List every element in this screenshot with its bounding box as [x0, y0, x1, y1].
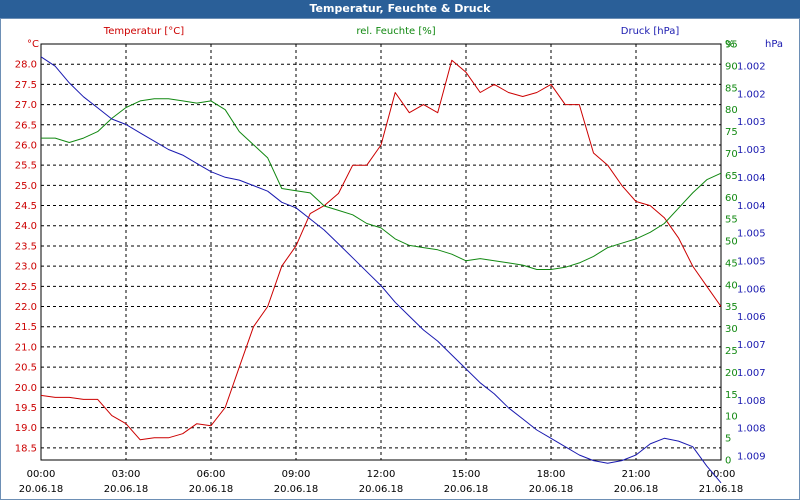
temp-series-header: Temperatur [°C]: [103, 26, 184, 37]
humidity-unit-label: %: [725, 39, 735, 50]
humidity-tick-label: 25: [725, 346, 738, 357]
series-line-left: [40, 59, 722, 441]
temp-tick-label: 22.0: [15, 302, 37, 313]
pressure-series-header: Druck [hPa]: [621, 26, 680, 37]
humidity-tick-label: 20: [725, 368, 738, 379]
temp-tick-label: 27.0: [15, 100, 37, 111]
temp-tick-label: 23.0: [15, 262, 37, 273]
pressure-tick-label: 1.006: [737, 284, 766, 295]
humidity-tick-label: 65: [725, 171, 738, 182]
temp-tick-label: 21.0: [15, 342, 37, 353]
pressure-tick-label: 1.005: [737, 257, 766, 268]
temp-tick-label: 19.5: [15, 403, 37, 414]
x-tick-time: 00:00: [707, 469, 736, 480]
temp-tick-label: 18.5: [15, 443, 37, 454]
pressure-tick-label: 1.003: [737, 117, 766, 128]
humidity-tick-label: 55: [725, 215, 738, 226]
x-tick-date: 20.06.18: [444, 484, 489, 495]
pressure-tick-label: 1.009: [737, 452, 766, 463]
temp-tick-label: 27.5: [15, 80, 37, 91]
humidity-tick-label: 85: [725, 83, 738, 94]
pressure-tick-label: 1.005: [737, 229, 766, 240]
pressure-tick-label: 1.004: [737, 201, 766, 212]
temp-tick-label: 24.0: [15, 221, 37, 232]
humidity-tick-label: 70: [725, 149, 738, 160]
x-tick-time: 12:00: [367, 469, 396, 480]
temp-tick-label: 20.0: [15, 383, 37, 394]
humidity-tick-label: 45: [725, 258, 738, 269]
humidity-tick-label: 40: [725, 280, 738, 291]
humidity-tick-label: 10: [725, 412, 738, 423]
humidity-tick-label: 60: [725, 193, 738, 204]
pressure-tick-label: 1.003: [737, 145, 766, 156]
x-tick-date: 21.06.18: [699, 484, 744, 495]
x-tick-date: 20.06.18: [529, 484, 574, 495]
x-tick-date: 20.06.18: [19, 484, 64, 495]
temp-tick-label: 22.5: [15, 282, 37, 293]
x-tick-time: 03:00: [112, 469, 141, 480]
humidity-tick-label: 90: [725, 61, 738, 72]
x-tick-date: 20.06.18: [359, 484, 404, 495]
pressure-tick-label: 1.008: [737, 424, 766, 435]
pressure-tick-label: 1.008: [737, 396, 766, 407]
x-tick-date: 20.06.18: [274, 484, 319, 495]
humidity-tick-label: 0: [725, 456, 731, 467]
plot-area: [40, 43, 722, 461]
temp-tick-label: 21.5: [15, 322, 37, 333]
temp-tick-label: 25.5: [15, 161, 37, 172]
humidity-tick-label: 5: [725, 434, 731, 445]
pressure-tick-label: 1.007: [737, 340, 766, 351]
humidity-series-header: rel. Feuchte [%]: [356, 26, 435, 37]
pressure-tick-label: 1.007: [737, 368, 766, 379]
humidity-tick-label: 15: [725, 390, 738, 401]
x-tick-date: 20.06.18: [614, 484, 659, 495]
pressure-tick-label: 1.006: [737, 312, 766, 323]
x-tick-time: 21:00: [622, 469, 651, 480]
temp-unit-label: °C: [27, 39, 39, 50]
x-tick-time: 00:00: [27, 469, 56, 480]
humidity-tick-label: 30: [725, 324, 738, 335]
pressure-tick-label: 1.002: [737, 89, 766, 100]
x-tick-time: 09:00: [282, 469, 311, 480]
x-tick-date: 20.06.18: [104, 484, 149, 495]
series-line-middle: [41, 98, 722, 270]
temp-tick-label: 25.0: [15, 181, 37, 192]
temp-tick-label: 26.5: [15, 120, 37, 131]
humidity-tick-label: 35: [725, 302, 738, 313]
x-tick-time: 06:00: [197, 469, 226, 480]
temp-tick-label: 24.5: [15, 201, 37, 212]
series-line-right: [40, 56, 722, 484]
pressure-tick-label: 1.002: [737, 62, 766, 73]
temp-tick-label: 26.0: [15, 140, 37, 151]
humidity-tick-label: 80: [725, 105, 738, 116]
temp-tick-label: 19.0: [15, 423, 37, 434]
humidity-tick-label: 95: [725, 40, 738, 51]
temp-tick-label: 20.5: [15, 363, 37, 374]
temp-tick-label: 23.5: [15, 241, 37, 252]
x-tick-time: 18:00: [537, 469, 566, 480]
humidity-tick-label: 75: [725, 127, 738, 138]
x-tick-time: 15:00: [452, 469, 481, 480]
x-tick-date: 20.06.18: [189, 484, 234, 495]
pressure-unit-label: hPa: [765, 39, 783, 50]
pressure-tick-label: 1.004: [737, 173, 766, 184]
window-title: Temperatur, Feuchte & Druck: [0, 0, 800, 18]
humidity-tick-label: 50: [725, 237, 738, 248]
temp-tick-label: 28.0: [15, 60, 37, 71]
